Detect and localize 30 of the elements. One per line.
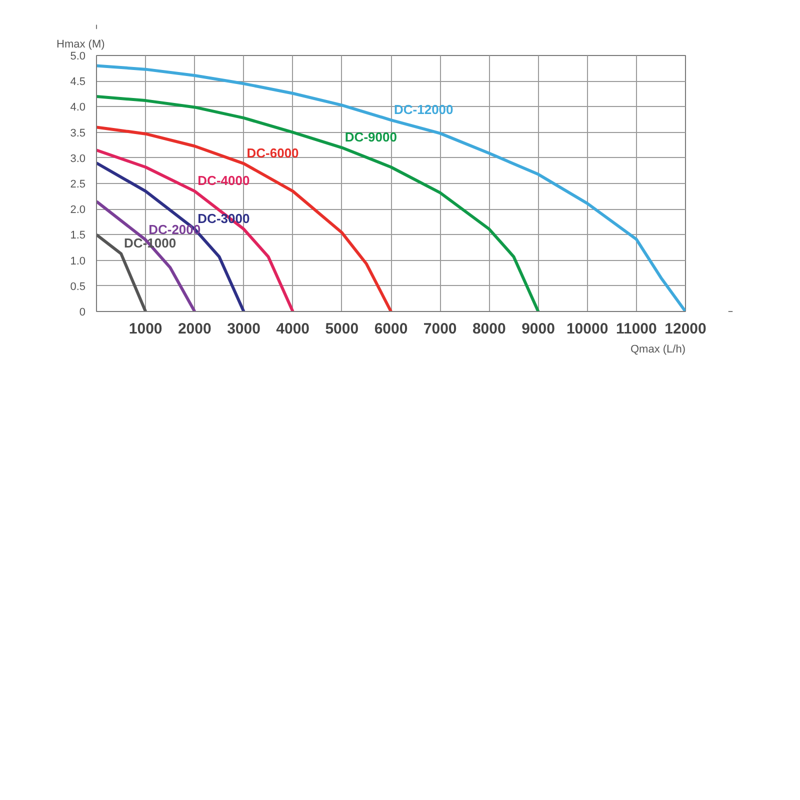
x-tick-label: 8000 (472, 320, 506, 338)
y-tick-label: 4.0 (70, 102, 86, 114)
y-tick-label: 5.0 (70, 50, 86, 62)
line-series (96, 94, 540, 312)
series-label: DC-9000 (344, 130, 397, 145)
x-tick-label: 11000 (616, 320, 657, 338)
x-tick-label: 5000 (325, 320, 359, 338)
x-tick-label: 4000 (276, 320, 310, 338)
y-tick-label: 3.0 (70, 152, 86, 165)
y-tick-label: 3.5 (70, 127, 86, 140)
x-tick-label: 9000 (522, 320, 555, 338)
x-axis-title: Qmax (L/h) (630, 344, 686, 356)
x-tick-label: 10000 (566, 320, 608, 338)
y-tick-label: 0 (79, 306, 86, 318)
x-tick-label: 6000 (374, 320, 408, 338)
y-axis-title: Hmax (M) (56, 38, 105, 50)
x-tick-label: 12000 (664, 320, 706, 338)
x-tick-label: 2000 (178, 320, 212, 338)
y-tick-label: 1.5 (70, 230, 86, 242)
series-label: DC-6000 (246, 146, 299, 161)
x-tick-label: 1000 (128, 320, 162, 338)
y-tick-label: 4.5 (70, 76, 86, 88)
y-tick-label: 2.0 (70, 204, 86, 216)
x-tick-label: 3000 (227, 320, 260, 338)
series-label: DC-12000 (394, 102, 454, 118)
y-tick-label: 1.0 (70, 255, 86, 268)
series-label: DC-4000 (198, 173, 250, 188)
y-tick-label: 2.5 (70, 178, 86, 190)
y-tick-label: 0.5 (70, 280, 86, 293)
x-tick-label: 7000 (423, 320, 457, 338)
